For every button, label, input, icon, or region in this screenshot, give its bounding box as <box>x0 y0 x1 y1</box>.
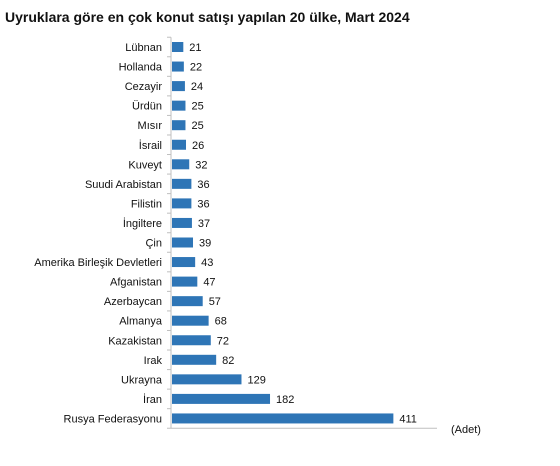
bar <box>172 393 271 404</box>
value-label: 22 <box>190 62 202 74</box>
value-label: 24 <box>191 81 203 93</box>
chart-title: Uyruklara göre en çok konut satışı yapıl… <box>5 9 410 25</box>
value-label: 57 <box>209 296 221 308</box>
value-label: 72 <box>217 335 229 347</box>
category-label: Kazakistan <box>108 335 162 347</box>
category-label: Mısır <box>138 120 163 132</box>
bar <box>172 276 198 287</box>
bar <box>172 296 203 307</box>
bar <box>172 159 190 170</box>
category-label: İngiltere <box>123 217 162 230</box>
bar <box>172 315 209 326</box>
value-label: 32 <box>195 159 207 171</box>
category-label: Lübnan <box>125 42 162 54</box>
bar <box>172 100 186 111</box>
value-label: 36 <box>197 198 209 210</box>
bar <box>172 354 217 365</box>
bar <box>172 139 187 150</box>
bar <box>172 120 186 131</box>
value-label: 82 <box>222 355 234 367</box>
value-label: 68 <box>215 316 227 328</box>
bar <box>172 237 194 248</box>
value-label: 26 <box>192 140 204 152</box>
category-label: Rusya Federasyonu <box>64 413 162 425</box>
category-label: Çin <box>145 238 162 250</box>
category-label: İran <box>143 393 162 406</box>
unit-label: (Adet) <box>451 424 481 436</box>
category-label: İsrail <box>139 139 162 152</box>
value-label: 36 <box>197 179 209 191</box>
value-label: 37 <box>198 218 210 230</box>
bar <box>172 413 394 424</box>
bar <box>172 61 184 72</box>
bar <box>172 81 185 92</box>
category-label: Suudi Arabistan <box>85 179 162 191</box>
category-label: Almanya <box>119 316 163 328</box>
bar <box>172 374 242 385</box>
category-label: Afganistan <box>110 277 162 289</box>
category-label: Azerbaycan <box>104 296 162 308</box>
bar <box>172 257 196 268</box>
value-label: 129 <box>247 374 265 386</box>
category-label: Kuveyt <box>128 159 162 171</box>
category-label: Amerika Birleşik Devletleri <box>34 257 162 269</box>
value-label: 47 <box>203 277 215 289</box>
value-label: 182 <box>276 394 294 406</box>
value-label: 39 <box>199 238 211 250</box>
bar <box>172 335 211 346</box>
value-label: 411 <box>399 413 417 425</box>
category-label: Ürdün <box>132 101 162 113</box>
category-label: Cezayir <box>125 81 163 93</box>
bar <box>172 178 192 189</box>
bar <box>172 198 192 209</box>
bar <box>172 42 184 52</box>
value-label: 25 <box>191 101 203 113</box>
category-label: Filistin <box>131 198 162 210</box>
value-label: 43 <box>201 257 213 269</box>
category-label: Ukrayna <box>121 374 163 386</box>
category-label: Irak <box>144 355 163 367</box>
bar <box>172 217 192 228</box>
category-label: Hollanda <box>119 62 163 74</box>
value-label: 25 <box>191 120 203 132</box>
value-label: 21 <box>189 42 201 54</box>
